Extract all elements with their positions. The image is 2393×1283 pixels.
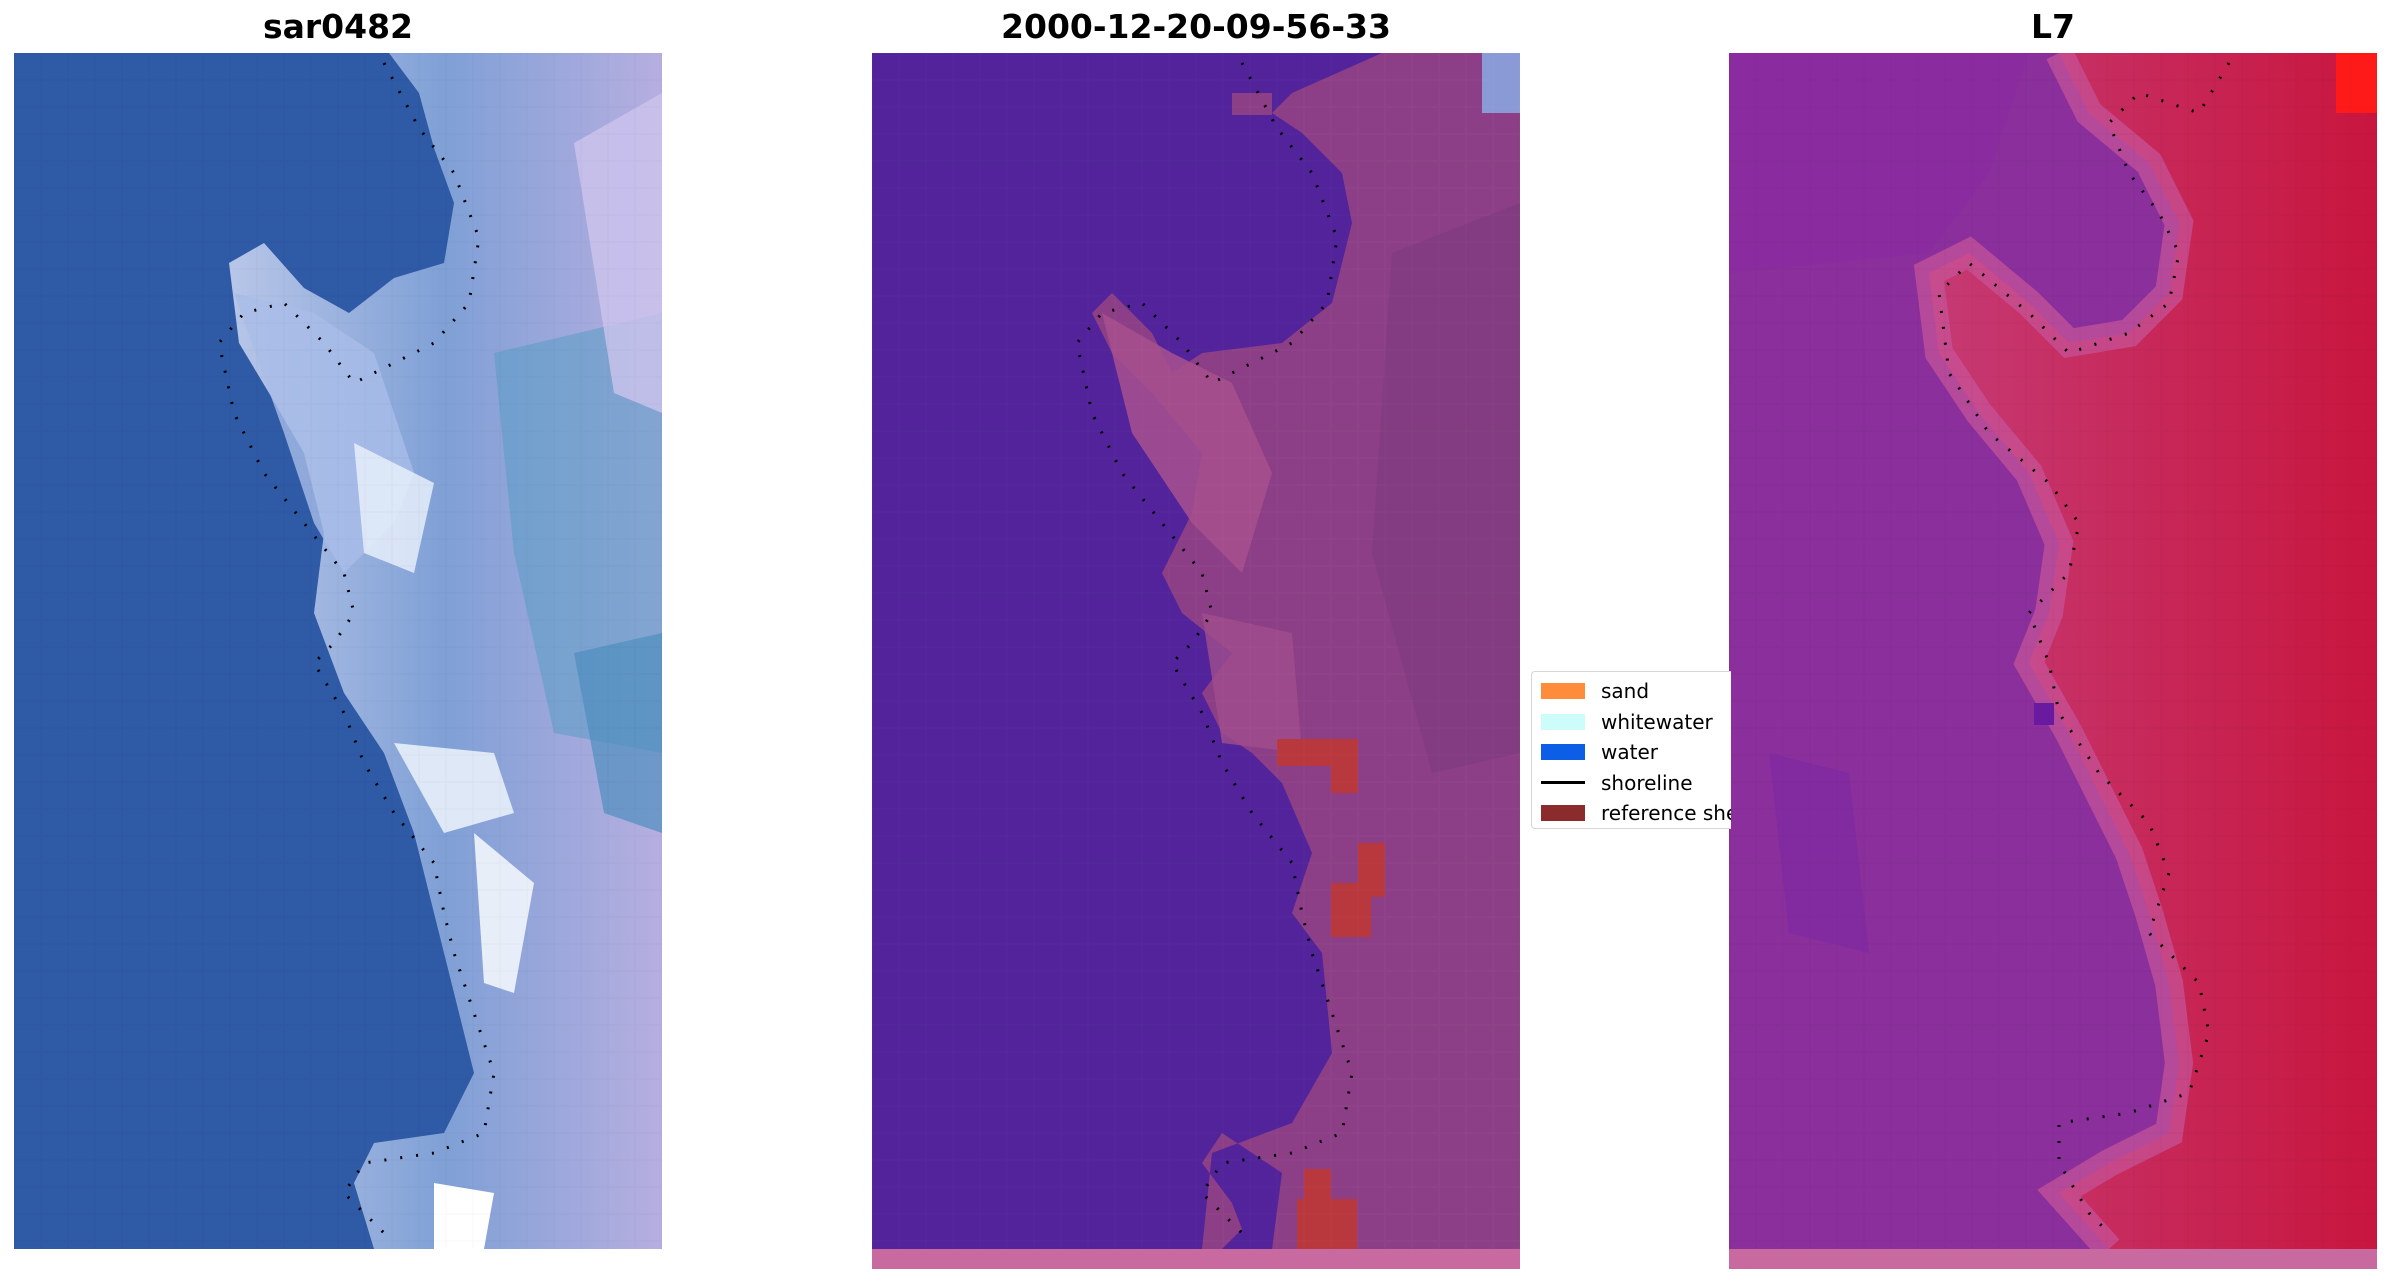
classification-bottom-strip [872, 1249, 1520, 1269]
rgb-image [14, 53, 662, 1249]
rgb-image-panel [14, 53, 662, 1249]
legend-item-reference-shoreline: reference she [1532, 798, 1731, 828]
legend-label: shoreline [1601, 770, 1693, 795]
index-bottom-strip [1729, 1249, 2377, 1269]
legend-item-sand: sand [1532, 676, 1731, 707]
legend-label: sand [1601, 679, 1650, 704]
classification-panel [872, 53, 1520, 1249]
legend-label: reference she [1601, 801, 1731, 826]
index-image [1729, 53, 2377, 1249]
legend-item-shoreline: shoreline [1532, 768, 1731, 799]
panel-title-classification: 2000-12-20-09-56-33 [1001, 7, 1391, 46]
sand-swatch [1541, 683, 1585, 700]
panel-title-index: L7 [2031, 7, 2075, 46]
panel-title-rgb: sar0482 [262, 7, 414, 46]
shoreline-line-swatch [1541, 781, 1585, 785]
legend-label: whitewater [1601, 709, 1713, 734]
legend-label: water [1601, 740, 1658, 765]
reference-swatch [1541, 805, 1585, 822]
classification-image [872, 53, 1520, 1249]
legend-item-whitewater: whitewater [1532, 707, 1731, 738]
index-panel [1729, 53, 2377, 1249]
legend: sand whitewater water shoreline referenc… [1531, 671, 1731, 829]
water-swatch [1541, 744, 1585, 761]
whitewater-swatch [1541, 713, 1585, 730]
legend-item-water: water [1532, 737, 1731, 768]
